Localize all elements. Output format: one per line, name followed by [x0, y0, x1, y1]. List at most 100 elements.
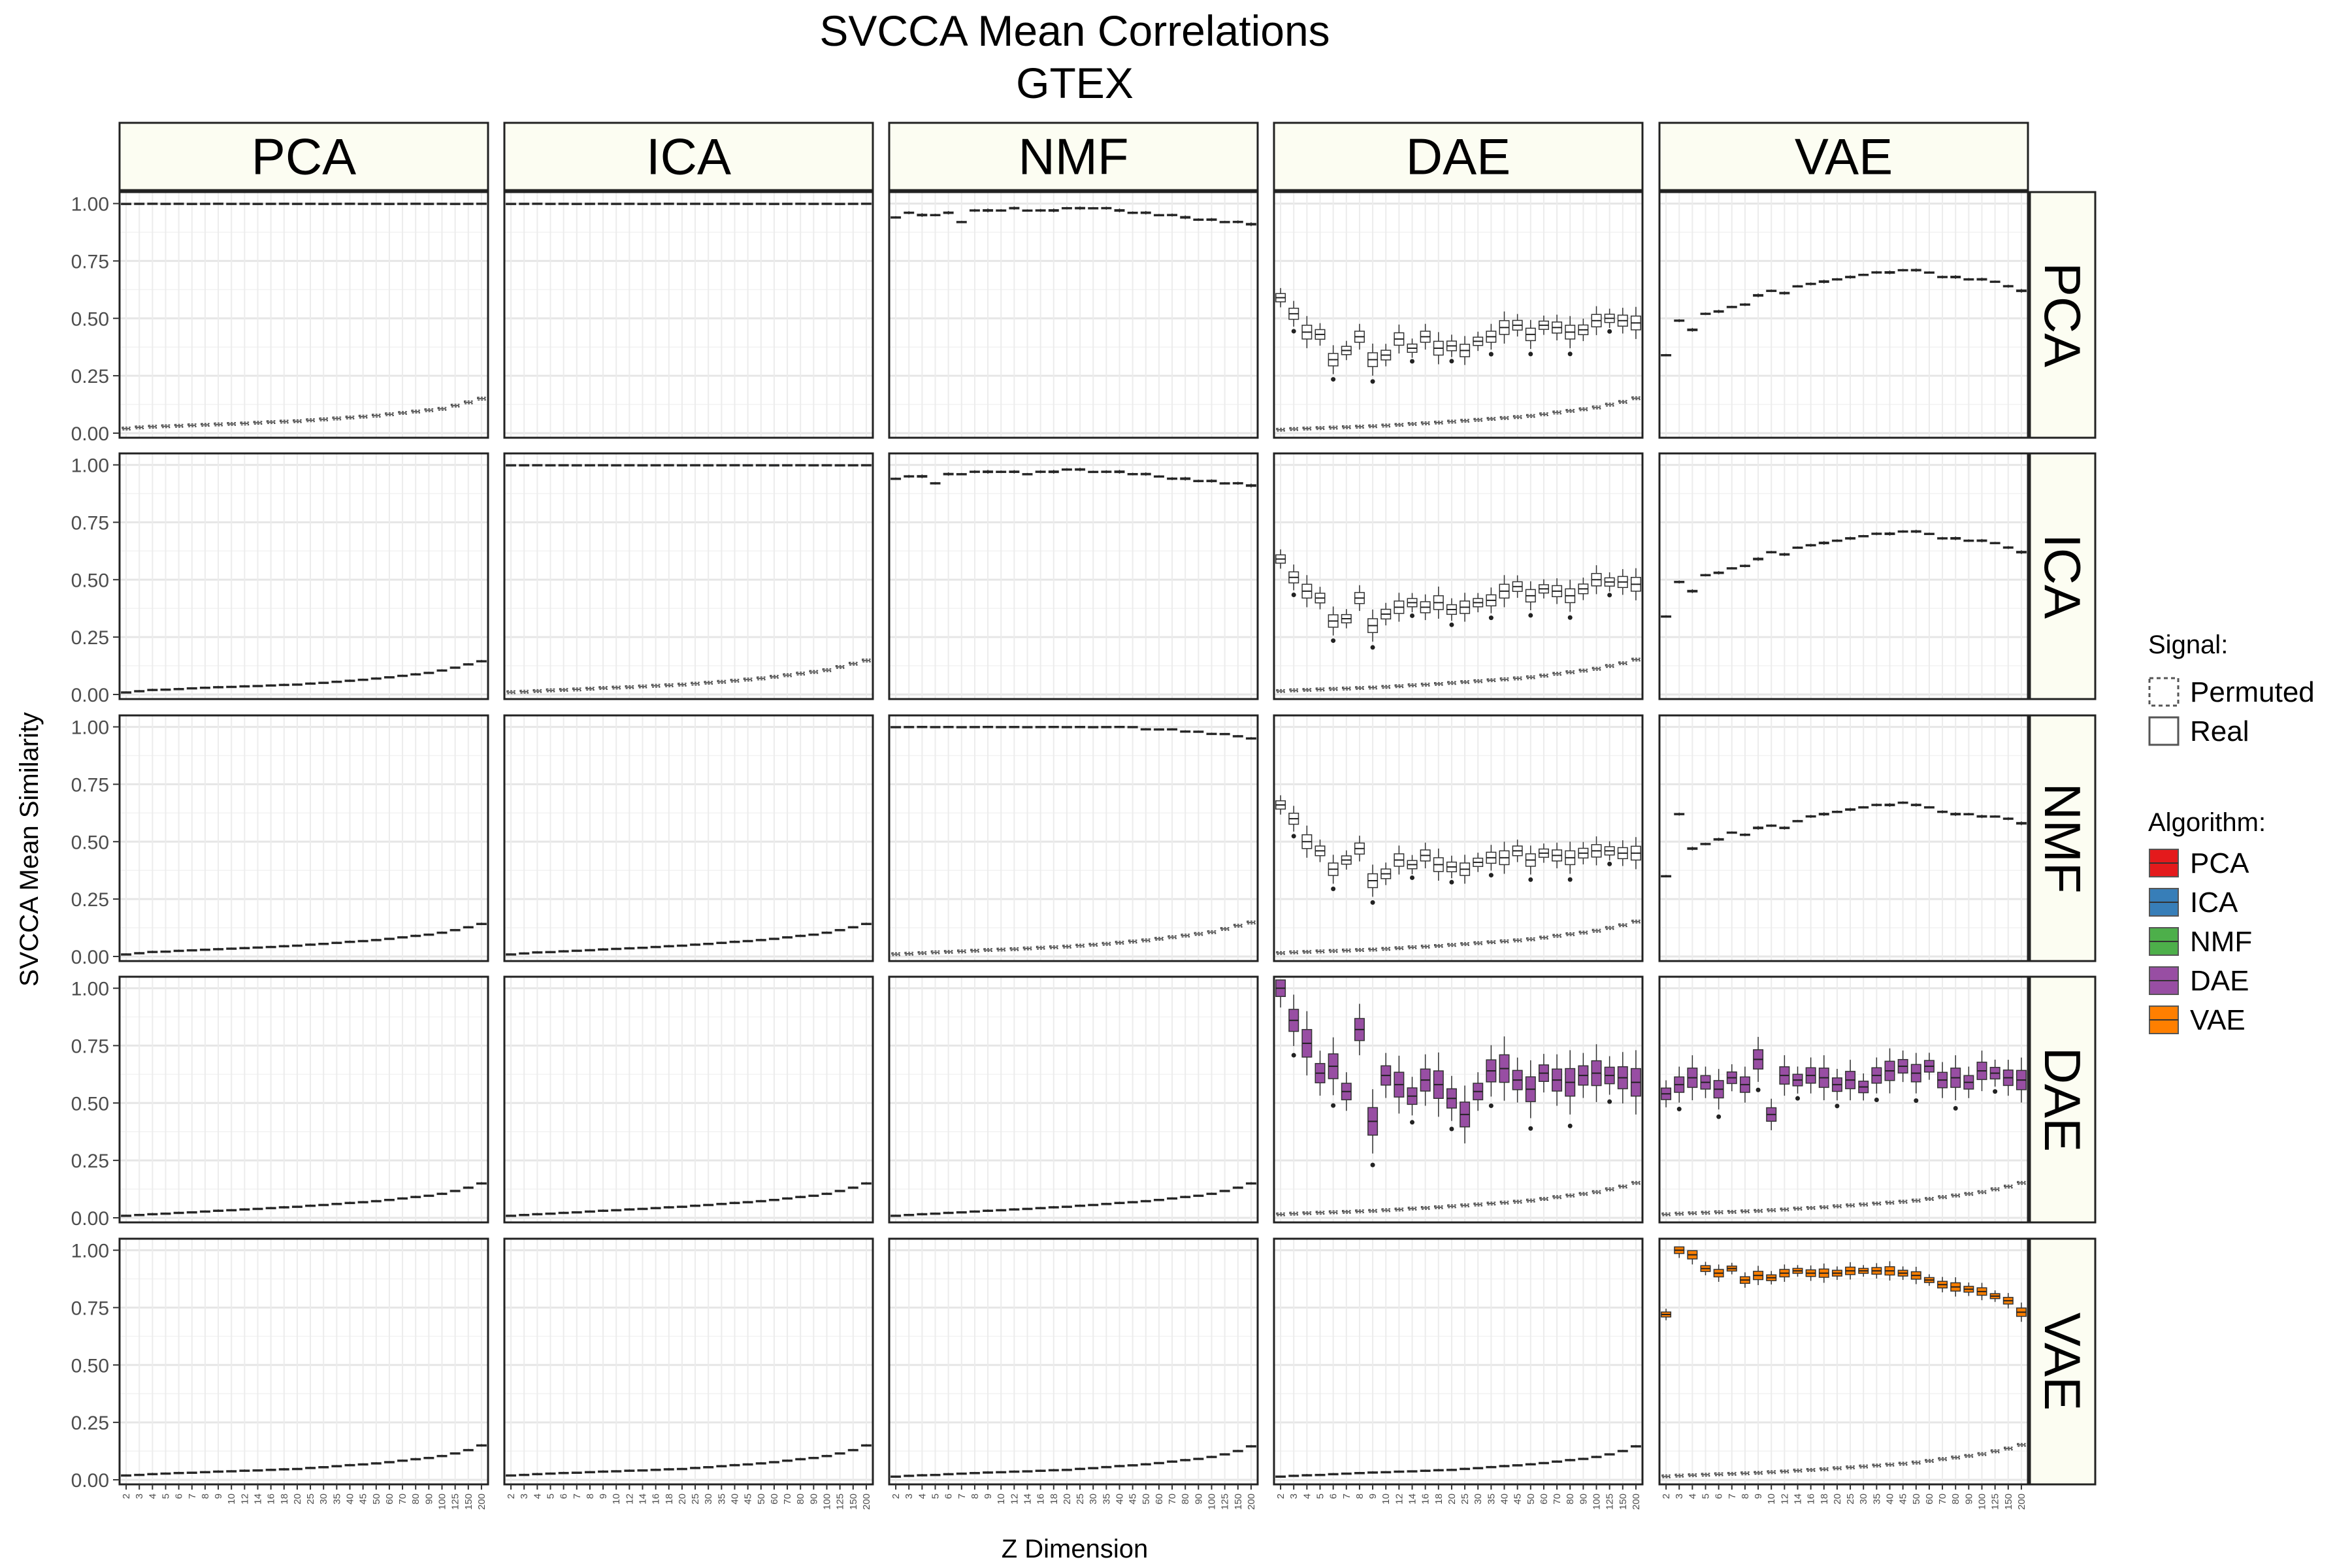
box-permuted	[477, 397, 486, 401]
x-tick-label: 35	[1871, 1494, 1882, 1505]
box-real	[943, 1473, 954, 1476]
box-permuted	[1341, 425, 1351, 429]
legend-algorithm-items: PCA ICA NMF DAE VAE	[2149, 847, 2252, 1036]
box-permuted	[1512, 1200, 1522, 1204]
box-permuted	[1328, 425, 1338, 430]
x-tick-label: 18	[1049, 1494, 1060, 1505]
box-real	[1499, 311, 1510, 344]
box-permuted	[1315, 949, 1325, 954]
box-real	[160, 688, 171, 691]
box-permuted	[1302, 688, 1312, 692]
panel-dae-dae	[1273, 975, 1644, 1224]
box-real	[519, 1213, 530, 1217]
box-real	[357, 939, 368, 943]
x-tick-label: 2	[890, 1494, 902, 1499]
box-real	[506, 1474, 517, 1477]
box-real	[847, 926, 858, 929]
x-tick-label: 9	[1753, 1494, 1764, 1499]
box-real	[532, 1213, 543, 1216]
box-real	[1845, 275, 1856, 279]
box-real	[1380, 602, 1392, 626]
box-real	[186, 203, 197, 205]
x-tick-label: 150	[2003, 1494, 2014, 1510]
box-real	[1805, 282, 1816, 286]
box-real	[1687, 327, 1698, 332]
box-permuted	[253, 421, 263, 425]
box-real	[1048, 208, 1059, 213]
x-tick-label: 3	[519, 1494, 530, 1499]
box-real	[463, 1186, 474, 1189]
x-tick-label: 200	[476, 1494, 487, 1510]
box-permuted	[1780, 1207, 1789, 1212]
box-permuted	[1605, 402, 1614, 407]
panel-border	[503, 1237, 874, 1486]
box-real	[1591, 1044, 1602, 1102]
box-real	[2016, 821, 2027, 826]
box-permuted	[770, 675, 779, 679]
box-real	[2002, 284, 2014, 288]
box-real	[1525, 1463, 1536, 1466]
box-permuted	[1473, 679, 1483, 683]
box-permuted	[1407, 683, 1417, 687]
box-permuted	[1565, 932, 1575, 936]
box-real	[904, 474, 915, 478]
box-permuted	[796, 672, 806, 676]
box-real	[1910, 1266, 1921, 1284]
box-outlier	[1291, 592, 1296, 597]
box-real	[1232, 220, 1243, 224]
box-permuted	[1075, 943, 1085, 948]
box-real	[1206, 479, 1217, 483]
box-real	[1766, 824, 1777, 827]
box-real	[1963, 813, 1974, 816]
box-permuted	[1565, 409, 1575, 413]
box-real	[729, 464, 740, 466]
box-real	[611, 947, 622, 951]
box-permuted	[1407, 945, 1417, 949]
x-tick-label: 18	[279, 1494, 290, 1505]
legend-algorithm-label: DAE	[2190, 965, 2249, 997]
box-permuted	[424, 408, 434, 412]
box-real	[1275, 549, 1286, 569]
box-real	[834, 1190, 845, 1192]
box-real	[637, 464, 648, 467]
panel-pca-nmf	[888, 191, 1259, 439]
box-real	[1805, 544, 1816, 547]
box-real	[121, 203, 132, 205]
box-real	[860, 1182, 872, 1185]
box-permuted	[1207, 930, 1217, 934]
box-real	[134, 1213, 145, 1217]
box-real	[821, 931, 832, 934]
box-outlier	[1795, 1096, 1800, 1101]
box-real	[1114, 470, 1125, 474]
box-real	[1022, 1470, 1033, 1473]
box-permuted	[1512, 938, 1522, 943]
box-outlier	[1488, 1103, 1494, 1108]
box-real	[1460, 855, 1471, 884]
box-real	[1167, 213, 1178, 217]
box-permuted	[519, 689, 529, 694]
x-tick-label: 10	[1766, 1494, 1777, 1505]
box-real	[808, 464, 819, 467]
box-real	[160, 1212, 171, 1215]
box-permuted	[1578, 668, 1588, 673]
box-real	[703, 1203, 714, 1207]
box-real	[1976, 277, 1987, 282]
box-permuted	[1355, 686, 1364, 690]
box-permuted	[970, 949, 979, 953]
box-permuted	[1793, 1207, 1803, 1211]
box-real	[1460, 1467, 1471, 1471]
box-real	[1407, 855, 1418, 880]
x-tick-label: 50	[756, 1494, 767, 1505]
box-real	[1180, 476, 1191, 481]
box-real	[239, 685, 250, 688]
box-real	[808, 203, 819, 205]
box-real	[703, 203, 714, 205]
box-real	[1232, 1186, 1243, 1189]
box-real	[1206, 1192, 1217, 1196]
box-permuted	[1925, 1197, 1934, 1201]
box-real	[1923, 1274, 1935, 1286]
box-real	[930, 214, 941, 217]
box-permuted	[306, 418, 315, 423]
box-real	[598, 464, 609, 466]
x-tick-label: 20	[677, 1494, 688, 1505]
